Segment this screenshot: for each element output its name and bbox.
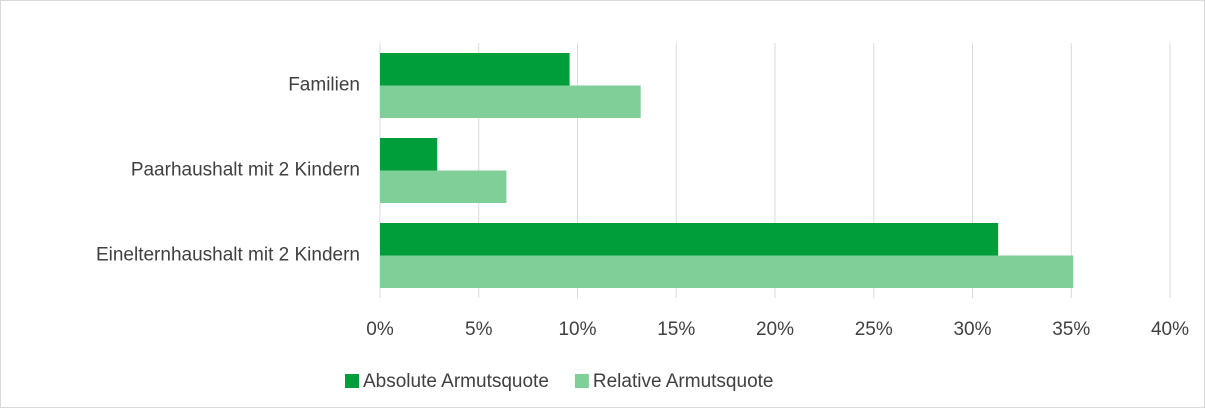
y-tick-label: Einelternhaushalt mit 2 Kindern [96, 245, 360, 266]
x-tick-label: 10% [558, 319, 596, 340]
x-tick-label: 0% [366, 319, 394, 340]
x-tick-label: 5% [465, 319, 493, 340]
legend-label: Absolute Armutsquote [363, 371, 549, 392]
x-tick-label: 30% [953, 319, 991, 340]
bar [380, 223, 999, 256]
y-tick-label: Paarhaushalt mit 2 Kindern [131, 160, 360, 181]
legend-swatch [345, 374, 359, 388]
legend-swatch [574, 374, 589, 388]
x-tick-label: 40% [1151, 319, 1189, 340]
bar [380, 170, 507, 203]
x-tick-label: 35% [1052, 319, 1090, 340]
legend-label: Relative Armutsquote [593, 371, 774, 392]
bar [380, 53, 570, 86]
bar [380, 85, 641, 118]
x-tick-label: 15% [657, 319, 695, 340]
bar [380, 138, 438, 171]
x-tick-label: 25% [855, 319, 893, 340]
bar [380, 255, 1074, 288]
y-tick-label: Familien [288, 75, 360, 96]
x-tick-label: 20% [756, 319, 794, 340]
